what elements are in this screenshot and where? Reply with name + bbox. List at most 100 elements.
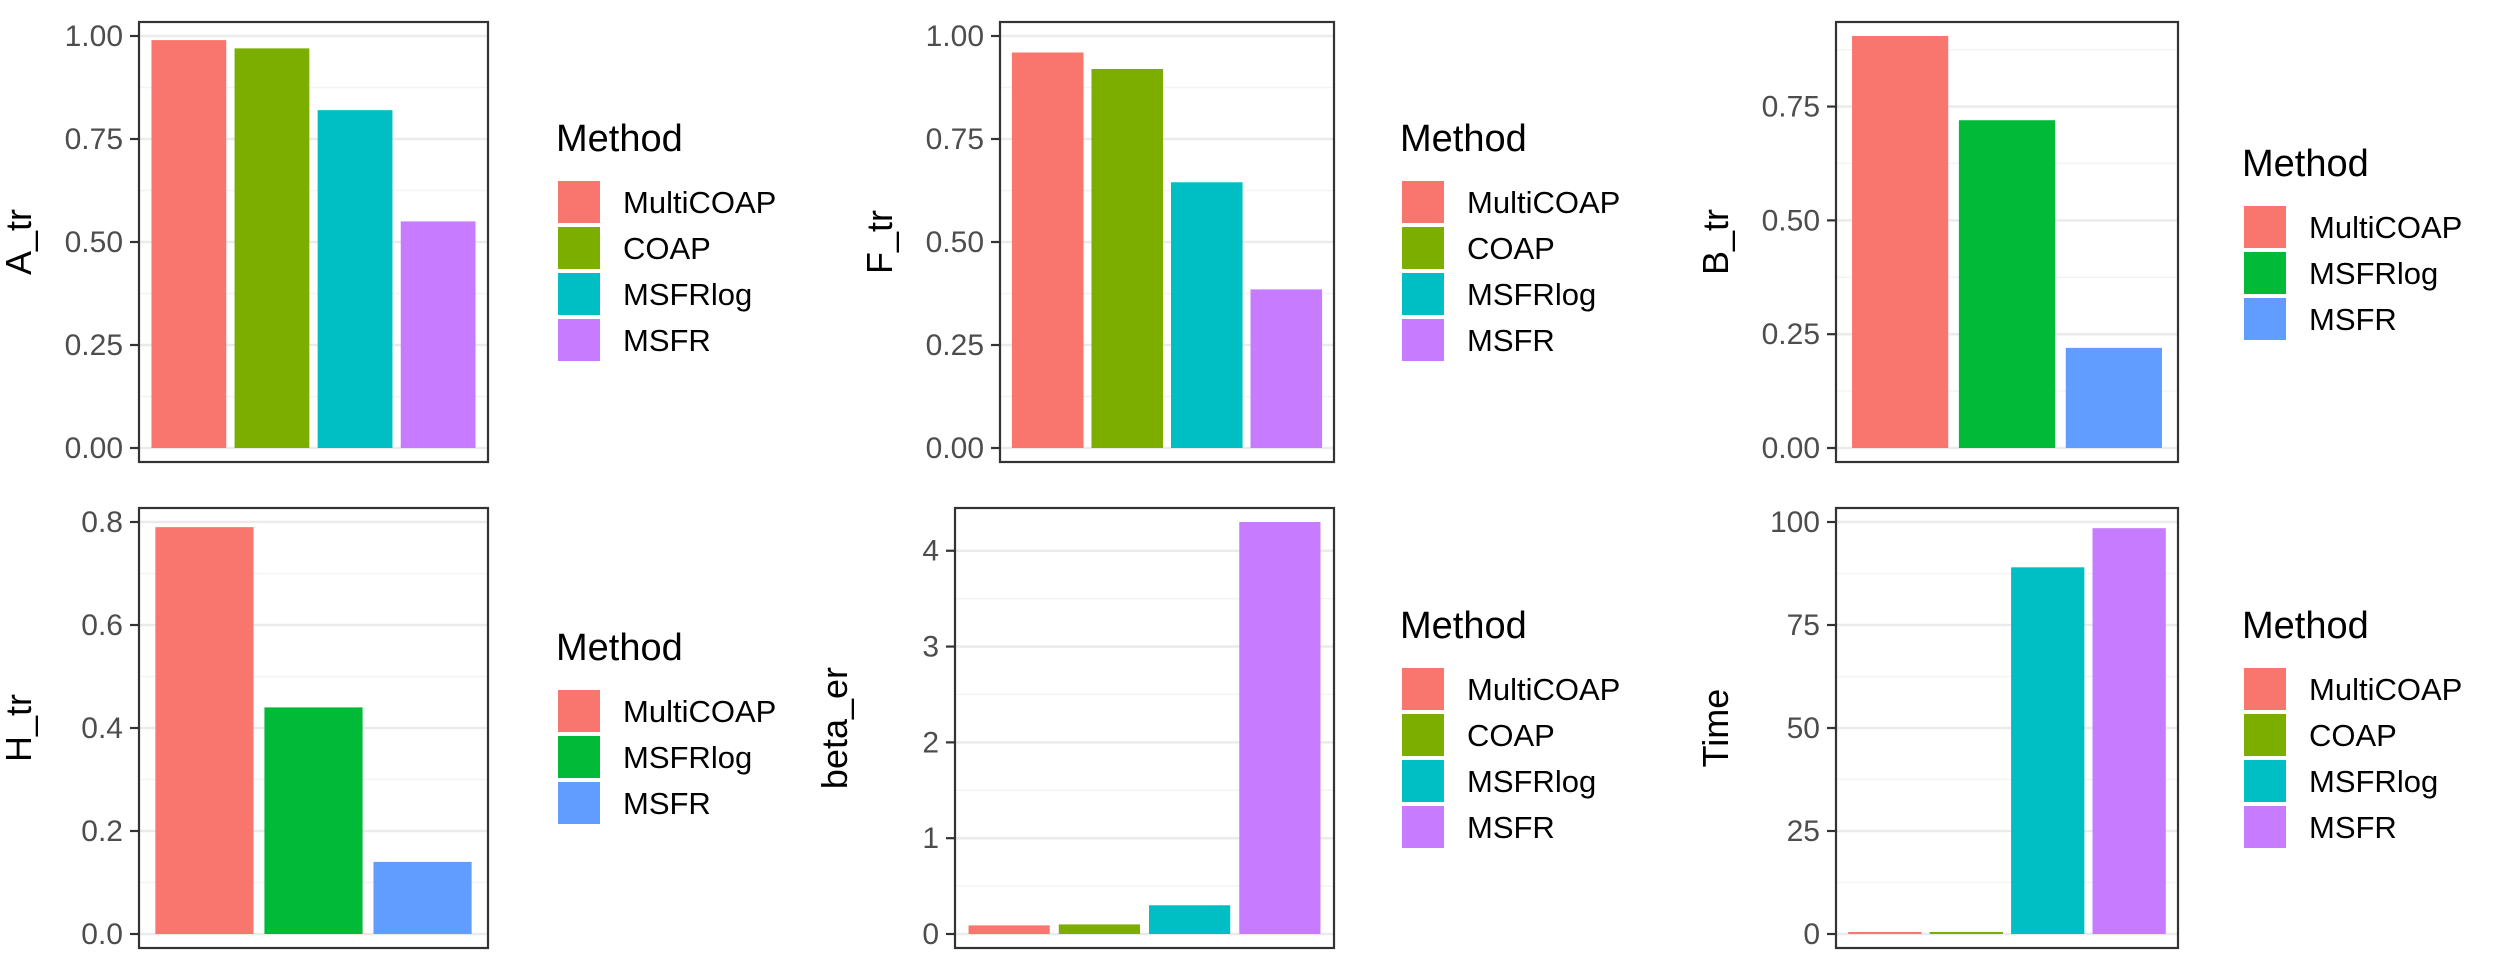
legend-label: MSFRlog <box>1467 764 1596 799</box>
y-tick-label: 0.25 <box>1762 318 1820 351</box>
legend-swatch <box>558 736 600 778</box>
legend-label: MSFR <box>1467 810 1555 845</box>
y-tick-label: 0.00 <box>926 432 984 465</box>
y-tick-label: 0.50 <box>926 226 984 259</box>
y-tick-label: 25 <box>1787 815 1820 848</box>
legend: Method MultiCOAP MSFRlog MSFR <box>2242 143 2462 340</box>
bar-coap <box>1058 924 1140 934</box>
bar-msfr <box>1239 522 1321 934</box>
panel-border <box>1834 20 2180 464</box>
legend-label: MSFRlog <box>2309 256 2438 291</box>
legend-swatch <box>2244 714 2286 756</box>
legend-swatch <box>2244 206 2286 248</box>
legend-title: Method <box>556 118 683 160</box>
bar-msfrlog <box>1149 905 1231 934</box>
bar-msfr <box>1250 289 1323 448</box>
bar-multicoap <box>1848 931 1922 934</box>
y-tick-label: 0.75 <box>65 123 123 156</box>
bar-multicoap <box>1852 36 1949 448</box>
bar-msfrlog <box>1958 120 2056 448</box>
y-tick-label: 50 <box>1787 712 1820 745</box>
legend-swatch <box>558 181 600 223</box>
legend-swatch <box>1402 227 1444 269</box>
panel-border <box>953 506 1336 950</box>
y-tick-label: 0 <box>1803 918 1820 951</box>
y-axis-label: A_tr <box>0 209 39 275</box>
legend-swatch <box>2244 668 2286 710</box>
legend-label: MSFR <box>623 786 711 821</box>
bar-msfrlog <box>317 110 393 448</box>
legend-swatch <box>558 227 600 269</box>
legend-label: MultiCOAP <box>2309 210 2462 245</box>
panel-border <box>1834 506 2180 950</box>
legend-swatch <box>558 782 600 824</box>
bar-msfr <box>400 221 476 448</box>
y-tick-label: 75 <box>1787 609 1820 642</box>
legend-swatch <box>1402 760 1444 802</box>
legend-label: MultiCOAP <box>1467 672 1620 707</box>
legend-swatch <box>558 690 600 732</box>
legend-label: COAP <box>2309 718 2397 753</box>
bar-coap <box>234 48 310 449</box>
bar-msfrlog <box>264 707 363 934</box>
y-tick-label: 4 <box>922 535 939 568</box>
y-tick-label: 2 <box>922 726 939 759</box>
y-axis-label: Time <box>1695 689 1736 768</box>
y-tick-label: 100 <box>1770 506 1820 539</box>
y-axis-label: B_tr <box>1695 209 1736 275</box>
chart-panel-F-tr: 0.00 0.25 0.50 0.75 1.00 F_tr Method MultiCOAP C… <box>859 20 1620 465</box>
legend: Method MultiCOAP COAP MSFRlog MSFR <box>1400 605 1620 848</box>
y-tick-label: 0.25 <box>65 329 123 362</box>
y-tick-label: 1 <box>922 822 939 855</box>
legend-title: Method <box>2242 143 2369 185</box>
legend-label: MultiCOAP <box>1467 185 1620 220</box>
y-axis-label: F_tr <box>859 210 900 274</box>
legend-swatch <box>1402 319 1444 361</box>
y-tick-label: 0.50 <box>1762 204 1820 237</box>
bar-msfr <box>373 861 472 934</box>
legend-title: Method <box>2242 605 2369 647</box>
y-tick-label: 0.75 <box>926 123 984 156</box>
legend-label: MSFRlog <box>623 740 752 775</box>
legend-label: MSFRlog <box>623 277 752 312</box>
y-axis-label: H_tr <box>0 694 39 762</box>
bar-multicoap <box>1011 52 1084 448</box>
y-tick-label: 0.00 <box>65 432 123 465</box>
y-tick-label: 0.8 <box>81 506 123 539</box>
legend-label: MultiCOAP <box>2309 672 2462 707</box>
legend: Method MultiCOAP MSFRlog MSFR <box>556 627 776 824</box>
legend-label: COAP <box>1467 231 1555 266</box>
bar-coap <box>1929 931 2003 934</box>
y-tick-label: 0.25 <box>926 329 984 362</box>
legend-label: MultiCOAP <box>623 185 776 220</box>
bar-msfr <box>2092 528 2166 934</box>
legend-label: COAP <box>623 231 711 266</box>
legend-swatch <box>558 273 600 315</box>
y-axis-label: beta_er <box>814 667 855 789</box>
y-tick-label: 0 <box>922 918 939 951</box>
legend: Method MultiCOAP COAP MSFRlog MSFR <box>2242 605 2462 848</box>
panel-border <box>137 20 490 464</box>
y-tick-label: 0.2 <box>81 815 123 848</box>
bar-msfr <box>2065 347 2162 448</box>
bar-msfrlog <box>1170 182 1243 448</box>
legend-label: MultiCOAP <box>623 694 776 729</box>
legend-title: Method <box>1400 118 1527 160</box>
legend-label: MSFRlog <box>2309 764 2438 799</box>
legend-swatch <box>2244 252 2286 294</box>
y-tick-label: 0.75 <box>1762 91 1820 124</box>
legend-label: MSFR <box>623 323 711 358</box>
y-tick-label: 3 <box>922 631 939 664</box>
legend-swatch <box>2244 806 2286 848</box>
chart-panel-A-tr: 0.00 0.25 0.50 0.75 1.00 A_tr Method MultiCOAP C… <box>0 20 776 465</box>
y-tick-label: 0.0 <box>81 918 123 951</box>
legend-title: Method <box>556 627 683 669</box>
y-tick-label: 0.50 <box>65 226 123 259</box>
y-tick-label: 1.00 <box>65 20 123 53</box>
y-tick-label: 0.4 <box>81 712 123 745</box>
legend-swatch <box>1402 668 1444 710</box>
legend-swatch <box>1402 714 1444 756</box>
chart-panel-H-tr: 0.0 0.2 0.4 0.6 0.8 H_tr Method MultiCOAP MSFRlo… <box>0 506 776 951</box>
y-tick-label: 0.00 <box>1762 432 1820 465</box>
